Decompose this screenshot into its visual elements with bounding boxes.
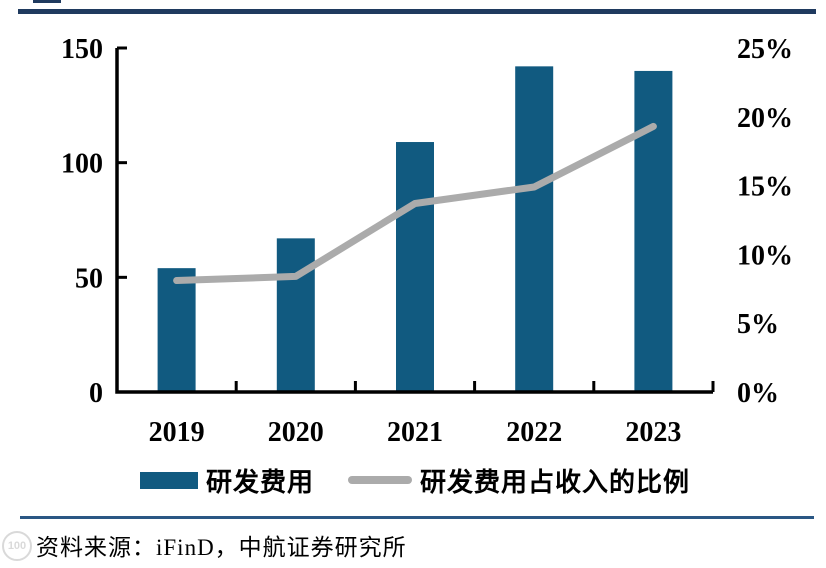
legend-item-line: 研发费用占收入的比例 [348, 462, 690, 499]
x-axis-category-label: 2021 [387, 417, 443, 448]
legend-item-bar: 研发费用 [139, 462, 314, 499]
right-axis-tick-label: 10% [737, 240, 793, 271]
left-axis-tick-label: 150 [61, 34, 103, 65]
x-axis-category-label: 2019 [149, 417, 205, 448]
left-axis-tick-label: 0 [89, 378, 103, 409]
chart-legend: 研发费用 研发费用占收入的比例 [117, 462, 713, 498]
ratio-line [173, 122, 657, 285]
right-axis-tick-label: 0% [737, 378, 779, 409]
right-axis-tick-label: 5% [737, 309, 779, 340]
right-axis-tick-label: 25% [737, 34, 793, 65]
bar-2022 [515, 66, 554, 392]
bar-series-label: 研发费用 [205, 467, 314, 497]
x-axis-category-label: 2022 [506, 417, 562, 448]
bar-2019 [157, 268, 196, 392]
top-divider-rule [18, 9, 816, 14]
bar-2023 [634, 70, 673, 392]
left-axis-tick-label: 50 [75, 263, 103, 294]
bar-2020 [276, 238, 315, 392]
bar-2021 [396, 142, 434, 392]
x-axis-category-label: 2023 [625, 417, 681, 448]
line-series-swatch [348, 476, 412, 484]
source-attribution: 资料来源：iFinD，中航证券研究所 [36, 535, 407, 560]
right-axis-tick-label: 20% [737, 103, 793, 134]
footer-divider-rule [20, 516, 814, 519]
left-axis-tick-label: 100 [61, 149, 103, 180]
bar-series-swatch [139, 471, 198, 489]
right-axis-tick-label: 15% [737, 172, 793, 203]
top-edge-artifact [33, 0, 61, 3]
x-axis-category-label: 2020 [268, 417, 324, 448]
line-series-label: 研发费用占收入的比例 [420, 467, 691, 497]
